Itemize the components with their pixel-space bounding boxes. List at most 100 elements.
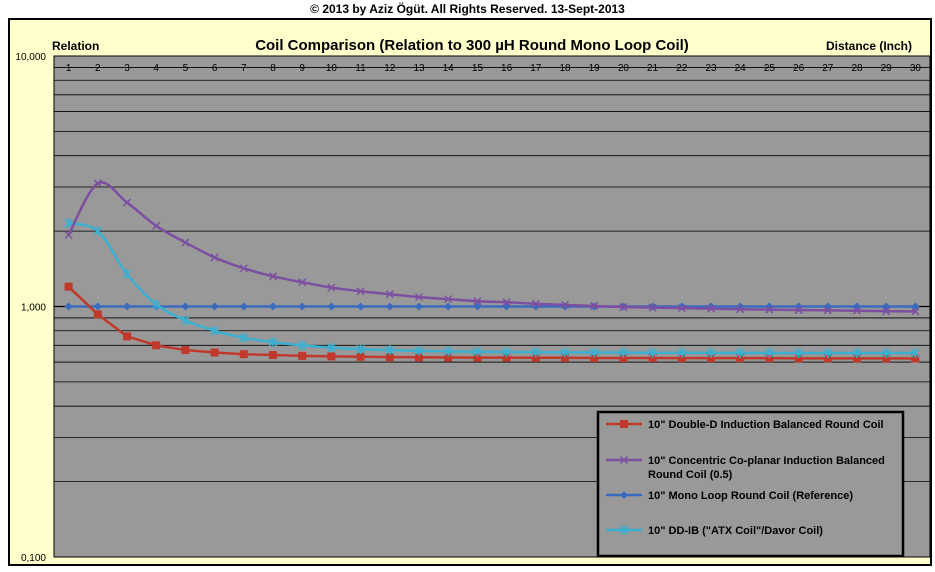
data-point-star bbox=[297, 340, 307, 351]
data-point-square bbox=[93, 310, 102, 319]
data-point-square bbox=[64, 282, 73, 291]
data-point-star bbox=[764, 347, 774, 358]
x-tick-label: 17 bbox=[530, 63, 542, 74]
data-point-star bbox=[589, 347, 599, 358]
x-tick-label: 22 bbox=[676, 63, 688, 74]
data-point-star bbox=[64, 218, 74, 229]
data-point-diamond bbox=[64, 302, 73, 311]
data-point-star bbox=[180, 315, 190, 326]
x-tick-label: 8 bbox=[270, 63, 276, 74]
data-point-square bbox=[356, 352, 365, 361]
data-point-diamond bbox=[444, 302, 453, 311]
data-point-square bbox=[736, 354, 745, 363]
x-tick-label: 5 bbox=[183, 63, 189, 74]
x-tick-label: 3 bbox=[124, 63, 130, 74]
x-tick-label: 30 bbox=[910, 63, 922, 74]
data-point-x bbox=[473, 297, 482, 306]
data-point-x bbox=[765, 305, 774, 314]
data-point-square bbox=[327, 352, 336, 361]
x-tick-label: 16 bbox=[501, 63, 513, 74]
data-point-diamond bbox=[93, 302, 102, 311]
data-point-x bbox=[327, 283, 336, 292]
x-tick-label: 26 bbox=[793, 63, 805, 74]
data-point-square bbox=[911, 354, 920, 363]
data-point-square bbox=[531, 353, 540, 362]
data-point-x bbox=[852, 306, 862, 315]
x-tick-label: 4 bbox=[153, 63, 159, 74]
x-tick-label: 27 bbox=[822, 63, 834, 74]
x-tick-label: 29 bbox=[881, 63, 893, 74]
data-point-square bbox=[620, 420, 628, 428]
data-point-square bbox=[502, 353, 511, 362]
data-point-x bbox=[882, 307, 891, 316]
data-point-star bbox=[326, 342, 336, 353]
data-point-x bbox=[210, 253, 219, 262]
copyright-notice: © 2013 by Aziz Ögüt. All Rights Reserved… bbox=[310, 2, 625, 16]
x-tick-label: 12 bbox=[384, 63, 396, 74]
data-point-star bbox=[210, 325, 220, 336]
data-point-square bbox=[561, 353, 569, 362]
data-point-square bbox=[210, 348, 219, 357]
data-point-star bbox=[472, 346, 482, 357]
series-line bbox=[67, 181, 916, 313]
data-point-star bbox=[268, 337, 278, 348]
data-point-diamond bbox=[239, 302, 248, 311]
data-point-diamond bbox=[210, 302, 219, 311]
x-tick-label: 23 bbox=[705, 63, 717, 74]
data-point-diamond bbox=[298, 302, 307, 311]
data-point-star bbox=[93, 226, 103, 237]
data-point-square bbox=[648, 353, 657, 362]
data-point-square bbox=[882, 354, 891, 363]
data-point-square bbox=[152, 341, 161, 350]
data-point-star bbox=[385, 345, 395, 356]
data-point-x bbox=[706, 304, 716, 313]
data-point-star bbox=[618, 347, 628, 358]
x-tick-label: 21 bbox=[647, 63, 659, 74]
data-point-diamond bbox=[620, 491, 628, 499]
x-tick-label: 2 bbox=[95, 63, 101, 74]
legend-box bbox=[596, 410, 905, 558]
data-point-x bbox=[648, 303, 657, 312]
data-point-square bbox=[619, 353, 628, 362]
data-point-square bbox=[823, 354, 832, 363]
legend-label: 10" Concentric Co-planar Induction Balan… bbox=[648, 455, 885, 467]
data-point-diamond bbox=[269, 302, 277, 311]
x-tick-label: 9 bbox=[299, 63, 305, 74]
data-point-star bbox=[502, 347, 512, 358]
y-tick-label: 10,000 bbox=[15, 52, 46, 63]
data-point-x bbox=[181, 238, 190, 247]
data-point-x bbox=[298, 278, 307, 287]
data-point-star bbox=[619, 525, 629, 535]
data-point-star bbox=[881, 348, 891, 359]
data-point-square bbox=[473, 353, 482, 362]
data-point-x bbox=[502, 298, 511, 307]
data-point-x bbox=[444, 295, 453, 304]
x-tick-label: 24 bbox=[735, 63, 747, 74]
y-tick-label: 1,000 bbox=[21, 303, 46, 314]
data-point-star bbox=[910, 348, 920, 359]
data-point-diamond bbox=[415, 302, 423, 311]
legend-label-continued: Round Coil (0.5) bbox=[648, 469, 733, 481]
legend-label: 10" Mono Loop Round Coil (Reference) bbox=[648, 490, 853, 502]
data-point-diamond bbox=[385, 302, 394, 311]
data-point-square bbox=[794, 354, 803, 363]
x-tick-label: 10 bbox=[326, 63, 338, 74]
data-point-x bbox=[619, 455, 629, 465]
data-point-x bbox=[736, 305, 745, 314]
series-line bbox=[68, 221, 916, 355]
data-point-x bbox=[677, 304, 686, 313]
y-axis-label: Relation bbox=[52, 39, 99, 53]
x-tick-label: 6 bbox=[212, 63, 218, 74]
data-point-square bbox=[444, 353, 453, 362]
data-point-star bbox=[356, 344, 366, 355]
x-tick-label: 11 bbox=[355, 63, 366, 74]
data-point-x bbox=[794, 306, 803, 315]
data-point-square bbox=[853, 354, 861, 363]
data-point-star bbox=[239, 332, 249, 343]
data-point-x bbox=[385, 290, 394, 299]
legend-label: 10" Double-D Induction Balanced Round Co… bbox=[648, 419, 884, 431]
data-point-star bbox=[823, 348, 833, 359]
data-point-x bbox=[93, 179, 102, 188]
data-point-x bbox=[531, 299, 540, 308]
